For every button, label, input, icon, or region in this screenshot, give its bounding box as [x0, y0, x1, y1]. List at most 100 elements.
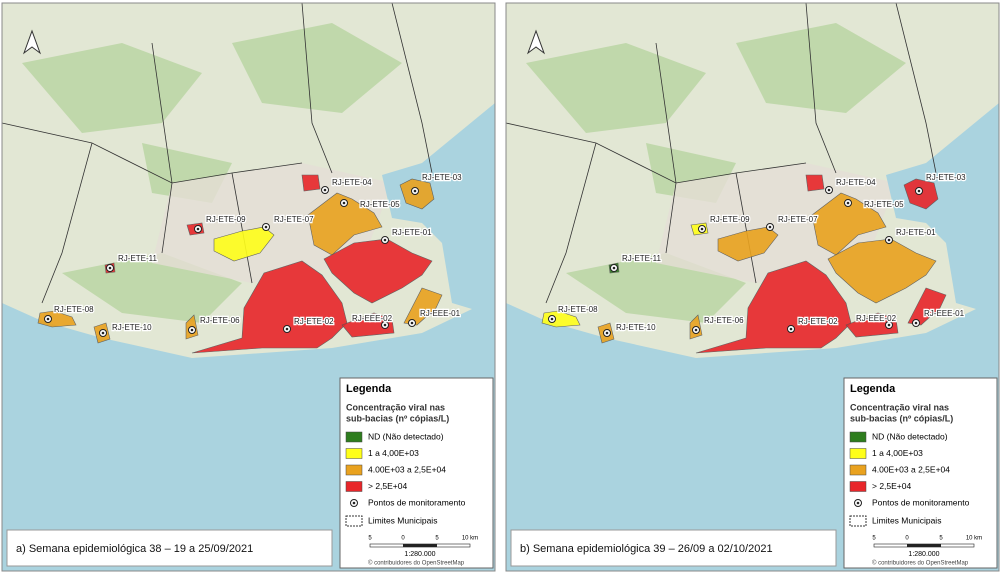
monitoring-point-center	[108, 266, 112, 270]
monitoring-point-center	[846, 201, 850, 205]
legend-swatch	[849, 464, 867, 476]
scale-tick: 0	[401, 536, 405, 542]
sub-basin	[805, 174, 825, 192]
legend-swatch	[345, 448, 363, 459]
station-label: RJ-ETE-04	[332, 178, 372, 187]
station-label: RJ-EEE-02	[352, 314, 393, 323]
legend-label: Pontos de monitoramento	[368, 497, 466, 507]
monitoring-point-center	[46, 317, 50, 321]
station-label: RJ-ETE-01	[392, 228, 432, 237]
legend-subtitle: Concentração viral nas	[850, 402, 949, 412]
sub-basin	[717, 226, 779, 262]
legend-swatch	[345, 431, 363, 443]
monitoring-point-center	[413, 189, 417, 193]
station-label: RJ-ETE-07	[778, 215, 818, 224]
sub-basin	[827, 238, 937, 304]
legend-label: Limites Municipais	[368, 515, 437, 525]
monitoring-point-center	[264, 225, 268, 229]
station-label: RJ-ETE-04	[836, 178, 876, 187]
monitoring-point-center	[323, 188, 327, 192]
vegetation	[22, 23, 402, 323]
north-arrow	[526, 29, 546, 55]
scale-tick: 10 km	[966, 536, 982, 542]
monitoring-point-center	[196, 227, 200, 231]
station-label: RJ-ETE-11	[622, 254, 662, 263]
monitoring-point-center	[917, 189, 921, 193]
station-label: RJ-ETE-08	[54, 305, 94, 314]
panel-border	[505, 2, 1000, 572]
monitoring-point-center	[789, 327, 793, 331]
monitoring-point-center	[827, 188, 831, 192]
station-label: RJ-ETE-08	[558, 305, 598, 314]
sub-basin	[213, 226, 275, 262]
monitoring-point-center	[410, 321, 414, 325]
monitoring-point-center	[285, 327, 289, 331]
monitoring-point-center	[914, 321, 918, 325]
panel-border	[1, 2, 496, 572]
station-label: RJ-ETE-06	[200, 316, 240, 325]
station-label: RJ-EEE-02	[856, 314, 897, 323]
scale-tick: 0	[905, 536, 909, 542]
legend-label: 1 a 4,00E+03	[368, 448, 419, 458]
legend-subtitle: sub-bacias (nº cópias/L)	[850, 413, 953, 423]
monitoring-point-center	[768, 225, 772, 229]
legend-swatch	[849, 448, 867, 459]
scale-tick: 5	[872, 536, 876, 542]
monitoring-point-center	[190, 328, 194, 332]
legend-swatch	[849, 481, 867, 492]
sub-basin	[37, 310, 77, 328]
caption: a) Semana epidemiológica 38 – 19 a 25/09…	[16, 543, 253, 555]
scale-bar-fill	[907, 544, 941, 547]
municipal-boundaries	[505, 2, 937, 304]
monitoring-point-center	[101, 331, 105, 335]
station-label: RJ-ETE-10	[112, 323, 152, 332]
monitoring-point-center	[887, 238, 891, 242]
sub-basin	[323, 238, 433, 304]
station-label: RJ-ETE-09	[710, 215, 750, 224]
legend-swatch	[345, 481, 363, 492]
station-label: RJ-ETE-02	[798, 317, 838, 326]
station-label: RJ-ETE-11	[118, 254, 158, 263]
legend-boundary-icon	[345, 515, 363, 527]
monitoring-point-center	[700, 227, 704, 231]
sub-basin	[301, 174, 321, 192]
scale-ratio: 1:280.000	[908, 551, 939, 558]
station-label: RJ-EEE-01	[924, 309, 965, 318]
legend-label: 4.00E+03 a 2,5E+04	[872, 464, 950, 474]
sub-basin	[845, 312, 899, 338]
caption: b) Semana epidemiológica 39 – 26/09 a 02…	[520, 543, 773, 555]
monitoring-point-center	[694, 328, 698, 332]
station-label: RJ-ETE-09	[206, 215, 246, 224]
legend-box	[843, 377, 998, 569]
scale-tick: 5	[435, 536, 439, 542]
sub-basin	[307, 192, 383, 256]
sub-basin	[811, 192, 887, 256]
map-credit: © contribuidores do OpenStreetMap	[368, 560, 465, 567]
sub-basin	[341, 312, 395, 338]
legend-title: Legenda	[850, 383, 896, 395]
station-label: RJ-ETE-06	[704, 316, 744, 325]
station-label: RJ-ETE-10	[616, 323, 656, 332]
monitoring-point-center	[605, 331, 609, 335]
legend-swatch	[345, 464, 363, 476]
monitoring-point-center	[383, 323, 387, 327]
legend-label: 1 a 4,00E+03	[872, 448, 923, 458]
scale-tick: 5	[939, 536, 943, 542]
legend-subtitle: sub-bacias (nº cópias/L)	[346, 413, 449, 423]
caption-box	[6, 529, 333, 567]
legend-label: 4.00E+03 a 2,5E+04	[368, 464, 446, 474]
legend-boundary-icon	[849, 515, 867, 527]
scale-tick: 10 km	[462, 536, 478, 542]
municipal-boundaries	[1, 2, 433, 304]
legend-label: > 2,5E+04	[872, 481, 912, 491]
legend-point-center	[856, 501, 860, 505]
legend-label: ND (Não detectado)	[368, 431, 444, 441]
legend-title: Legenda	[346, 383, 392, 395]
monitoring-point-center	[342, 201, 346, 205]
station-label: RJ-ETE-01	[896, 228, 936, 237]
legend-box	[339, 377, 494, 569]
legend-subtitle: Concentração viral nas	[346, 402, 445, 412]
monitoring-point-center	[550, 317, 554, 321]
monitoring-point-center	[887, 323, 891, 327]
